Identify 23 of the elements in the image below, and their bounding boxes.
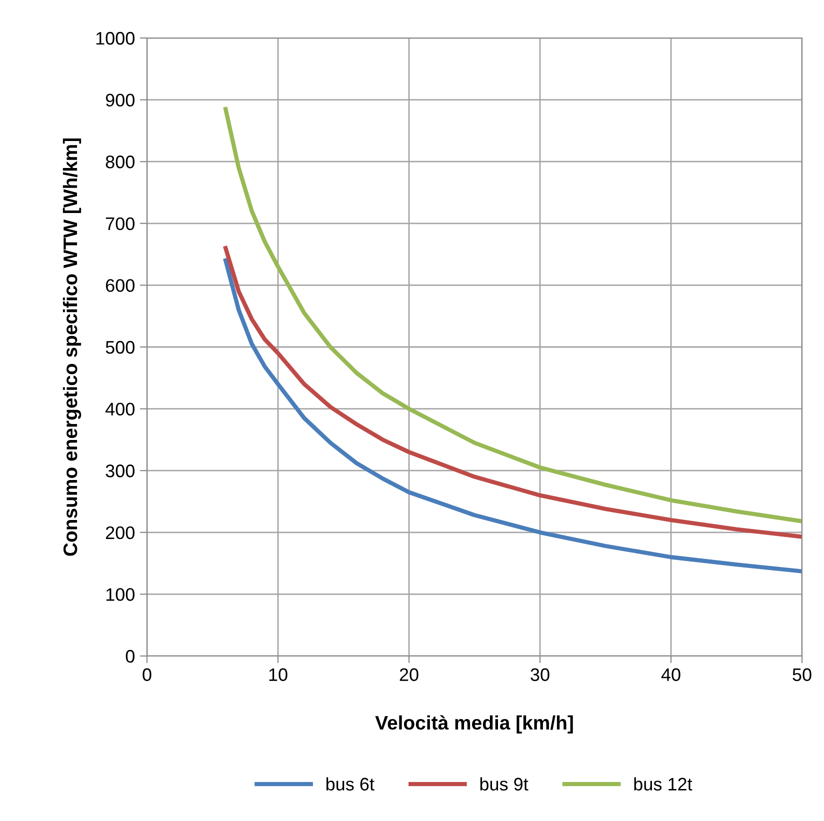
- y-tick-label: 100: [106, 588, 134, 601]
- y-tick-label: 900: [106, 94, 134, 107]
- x-axis-title: Velocità media [km/h]: [375, 715, 573, 734]
- x-tick-label: 0: [142, 668, 152, 682]
- legend-label: bus 9t: [480, 777, 528, 791]
- x-tick-label: 40: [661, 668, 680, 682]
- y-tick-label: 200: [106, 526, 134, 540]
- x-tick-label: 10: [269, 668, 288, 682]
- line-series: [224, 106, 802, 524]
- y-tick-label: 800: [106, 156, 134, 168]
- y-tick-label: 700: [106, 217, 134, 230]
- y-tick-label: 600: [106, 279, 134, 292]
- x-tick-label: 20: [400, 668, 418, 682]
- x-tick-label: 30: [530, 668, 550, 682]
- y-tick-label: 0: [126, 650, 134, 663]
- y-tick-label: 400: [105, 402, 134, 416]
- x-tick-label: 50: [792, 668, 812, 682]
- legend-label: bus 12t: [634, 777, 692, 791]
- y-tick-label: 300: [106, 464, 134, 478]
- y-tick-label: 1000: [96, 32, 134, 45]
- y-axis-title: Consumo energetico specifico WTW [Wh/km]: [62, 138, 82, 556]
- legend-label: bus 6t: [326, 777, 374, 791]
- y-tick-label: 500: [106, 340, 134, 354]
